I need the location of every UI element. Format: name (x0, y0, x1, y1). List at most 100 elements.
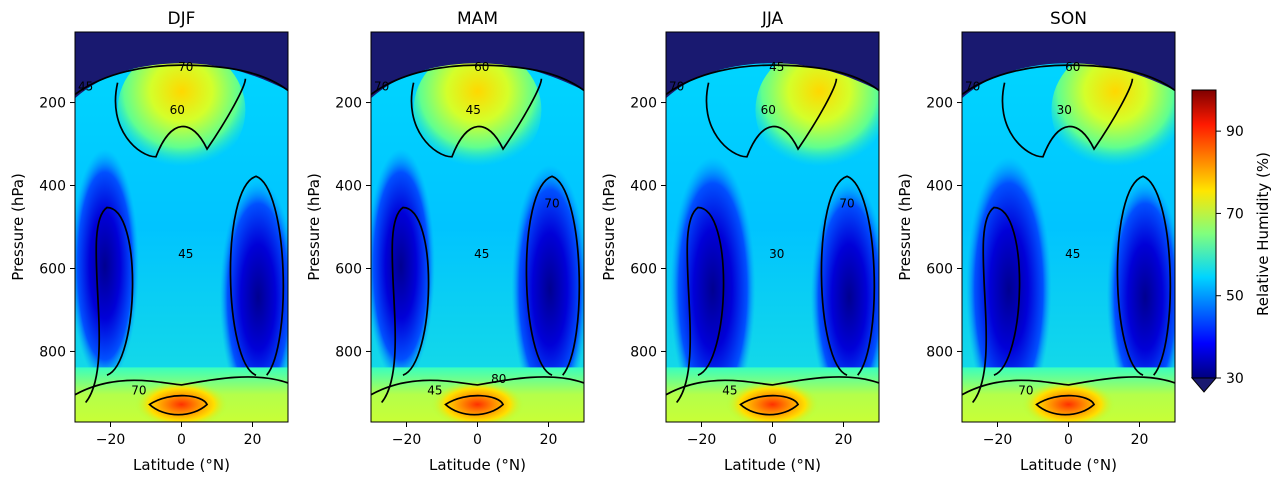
y-axis-label: Pressure (hPa) (896, 173, 914, 281)
colorbar-extend-min (1190, 377, 1218, 393)
y-tick-label: 800 (335, 344, 362, 360)
panel-title: JJA (761, 9, 784, 29)
contour-70-lower (666, 376, 879, 396)
contour-45-south (84, 206, 134, 404)
upper-moist-region (755, 47, 879, 173)
contour-label: 70 (374, 80, 389, 94)
contour-80 (1035, 394, 1096, 416)
x-tick-label: 0 (177, 432, 186, 448)
y-axis-label: Pressure (hPa) (600, 173, 618, 281)
contour-label: 70 (839, 197, 854, 211)
contour-70-lower (371, 376, 584, 396)
contour-label: 80 (491, 372, 506, 386)
panel-jja: 70 45 60 30 45 70 JJA −20 0 20 200 400 600 800 Latitud… (600, 9, 880, 474)
contour-45-north (820, 175, 876, 376)
contour-label: 45 (1065, 247, 1080, 261)
contour-field: 45 70 60 45 70 (75, 32, 288, 422)
contour-label: 70 (669, 80, 684, 94)
contour-tropopause (75, 64, 288, 96)
y-tick-label: 400 (39, 179, 66, 195)
dry-region-south (966, 156, 1052, 422)
x-tick-label: −20 (392, 432, 422, 448)
y-axis-label: Pressure (hPa) (9, 173, 27, 281)
contour-label: 45 (178, 247, 193, 261)
contour-45-north (525, 175, 581, 376)
y-tick-label: 400 (630, 179, 657, 195)
contour-label: 45 (78, 80, 93, 94)
x-tick-label: −20 (96, 432, 126, 448)
x-tick-label: 20 (244, 432, 262, 448)
contour-label: 70 (965, 80, 980, 94)
y-tick-label: 600 (39, 261, 66, 277)
stratospheric-dry-cap (75, 32, 288, 99)
x-tick-label: 0 (1064, 432, 1073, 448)
surface-moist-maximum (1021, 381, 1116, 422)
upper-moist-region (117, 47, 246, 173)
panel-son: 70 60 30 45 70 SON −20 0 20 200 400 600 800 Latitude … (896, 9, 1176, 474)
y-tick-label: 200 (630, 96, 657, 112)
contour-label: 70 (544, 197, 559, 211)
contour-45-south (380, 206, 430, 404)
y-tick-label: 400 (335, 179, 362, 195)
panel-title: MAM (457, 9, 498, 29)
y-tick-label: 800 (630, 344, 657, 360)
y-tick-label: 200 (926, 96, 953, 112)
contour-field: 70 60 45 45 45 70 80 (371, 32, 584, 422)
contour-label: 45 (427, 384, 442, 398)
contour-label: 70 (131, 384, 146, 398)
panel-title: SON (1050, 9, 1087, 29)
contour-60 (114, 78, 247, 158)
contour-tropopause (371, 64, 584, 96)
x-tick-label: 20 (835, 432, 853, 448)
x-axis-label: Latitude (°N) (429, 456, 526, 474)
y-tick-label: 200 (39, 96, 66, 112)
contour-label: 60 (170, 103, 185, 117)
colorbar-tick-label: 90 (1226, 124, 1244, 140)
contour-lines (666, 64, 879, 416)
contour-45-north (229, 175, 285, 376)
dry-region-south (371, 149, 435, 383)
contour-field: 70 45 60 30 45 70 (666, 32, 879, 422)
dry-region-south (670, 156, 756, 422)
x-axis-label: Latitude (°N) (1020, 456, 1117, 474)
surface-moist-maximum (134, 381, 229, 422)
dry-region-north (219, 180, 288, 415)
y-tick-label: 400 (926, 179, 953, 195)
panel-mam: 70 60 45 45 45 70 80 MAM −20 0 20 200 400 600 800 Latit… (305, 9, 585, 474)
contour-tropopause (666, 64, 879, 96)
colorbar-tick-label: 50 (1226, 289, 1244, 305)
contour-label: 45 (474, 247, 489, 261)
y-tick-label: 800 (39, 344, 66, 360)
x-tick-label: 20 (1131, 432, 1149, 448)
y-tick-label: 600 (630, 261, 657, 277)
contour-80 (739, 394, 800, 416)
contour-tropopause (962, 64, 1175, 96)
x-tick-label: 0 (473, 432, 482, 448)
contour-label: 30 (1057, 103, 1072, 117)
y-tick-label: 600 (335, 261, 362, 277)
contour-60 (410, 78, 543, 158)
contour-45-south (971, 206, 1021, 404)
dry-region-south (75, 149, 139, 383)
y-axis-label: Pressure (hPa) (305, 173, 323, 281)
x-axis-label: Latitude (°N) (133, 456, 230, 474)
y-tick-label: 600 (926, 261, 953, 277)
contour-label: 45 (466, 103, 481, 117)
y-tick-label: 800 (926, 344, 953, 360)
x-tick-label: 20 (540, 432, 558, 448)
colorbar-label: Relative Humidity (%) (1254, 152, 1272, 316)
upper-moist-region (1051, 47, 1175, 173)
contour-45-south (675, 206, 725, 404)
contour-field: 70 60 30 45 70 (962, 32, 1175, 422)
contour-label: 30 (769, 247, 784, 261)
contour-lines (962, 64, 1175, 416)
contour-label: 70 (178, 60, 193, 74)
contour-60 (1001, 78, 1134, 158)
contour-label: 45 (769, 60, 784, 74)
colorbar-gradient (1191, 89, 1217, 379)
x-tick-label: −20 (687, 432, 717, 448)
x-tick-label: −20 (983, 432, 1013, 448)
x-axis-label: Latitude (°N) (724, 456, 821, 474)
contour-70-lower (75, 376, 288, 396)
